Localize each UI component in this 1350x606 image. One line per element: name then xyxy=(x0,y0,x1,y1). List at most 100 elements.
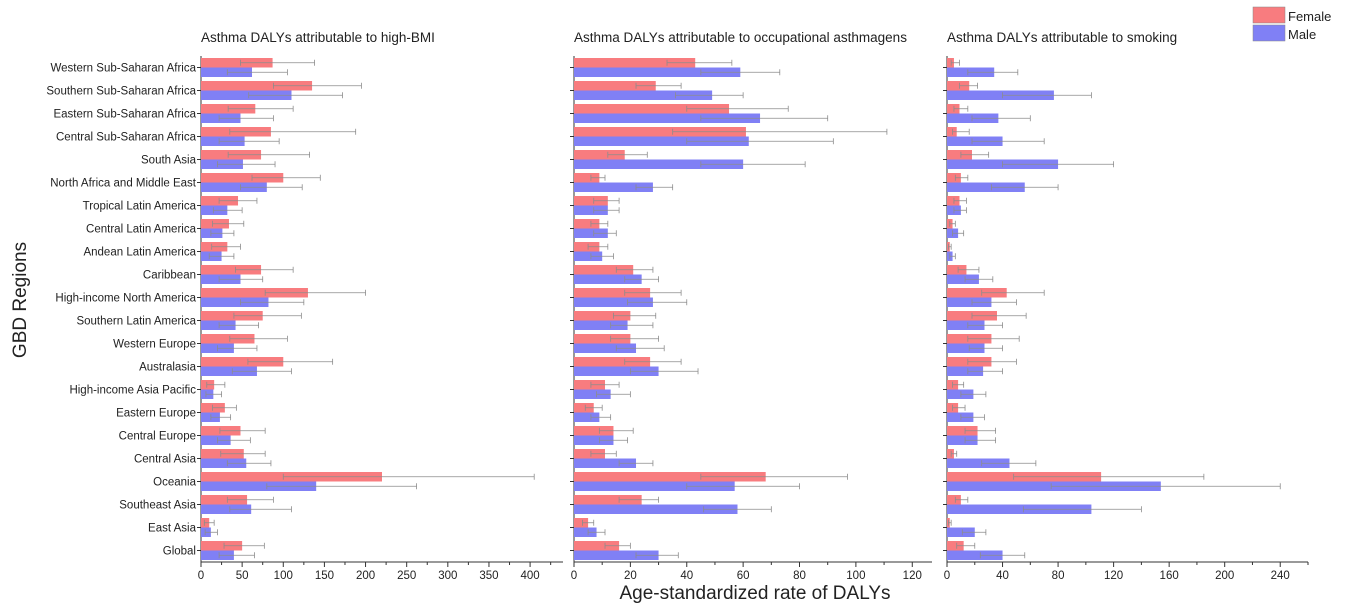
bar-male xyxy=(947,320,985,330)
bar-female xyxy=(947,288,1007,298)
bar-female xyxy=(947,127,957,137)
bar-female xyxy=(947,495,961,505)
x-tick-label: 250 xyxy=(397,570,416,582)
x-tick-label: 80 xyxy=(1052,570,1065,582)
y-tick-label: Oceania xyxy=(153,477,196,489)
bar-female xyxy=(947,449,954,459)
x-tick-label: 200 xyxy=(1215,570,1234,582)
bar-male xyxy=(574,320,628,330)
bar-female xyxy=(201,334,255,344)
bar-male xyxy=(947,458,1010,468)
bar-female xyxy=(574,219,600,229)
x-tick-label: 0 xyxy=(944,570,950,582)
x-tick-label: 120 xyxy=(1104,570,1123,582)
bar-male xyxy=(201,297,269,307)
y-tick-label: Western Europe xyxy=(113,339,196,351)
panel-1: Asthma DALYs attributable to high-BMI 0 50… xyxy=(46,30,563,582)
bar-male xyxy=(574,435,614,445)
bar-female xyxy=(574,242,600,252)
bar-male xyxy=(947,182,1025,192)
bar-male xyxy=(201,320,236,330)
bar-female xyxy=(201,495,248,505)
bar-female xyxy=(947,150,972,160)
bar-male xyxy=(947,366,984,376)
panel-title-2: Asthma DALYs attributable to occupationa… xyxy=(574,30,907,45)
bar-female xyxy=(574,518,589,528)
bar-male xyxy=(201,550,234,560)
bar-female xyxy=(201,288,308,298)
x-tick-label: 80 xyxy=(793,570,806,582)
x-tick-label: 160 xyxy=(1160,570,1179,582)
legend-female-label: Female xyxy=(1288,9,1331,24)
bar-female xyxy=(947,196,960,206)
bar-female xyxy=(947,104,960,114)
bar-female xyxy=(201,311,263,321)
bar-female xyxy=(574,127,746,137)
bar-female xyxy=(574,541,620,551)
bar-female xyxy=(574,334,631,344)
bar-female xyxy=(574,403,594,413)
bar-female xyxy=(947,173,961,183)
x-tick-label: 150 xyxy=(315,570,334,582)
bar-male xyxy=(574,228,608,238)
bar-male xyxy=(201,412,220,422)
x-tick-label: 100 xyxy=(846,570,865,582)
bar-female xyxy=(947,58,954,68)
bar-male xyxy=(574,412,600,422)
y-tick-label: Andean Latin America xyxy=(83,247,196,259)
y-tick-label: Southeast Asia xyxy=(119,500,196,512)
y-tick-label: Eastern Sub-Saharan Africa xyxy=(53,109,196,121)
bar-male xyxy=(201,366,257,376)
y-tick-label: North Africa and Middle East xyxy=(50,178,197,190)
bar-female xyxy=(574,472,766,482)
bar-female xyxy=(574,58,696,68)
bar-male xyxy=(201,90,292,100)
bar-female xyxy=(574,173,600,183)
bar-male xyxy=(947,90,1054,100)
y-tick-label: Western Sub-Saharan Africa xyxy=(50,63,196,75)
panel-title-3: Asthma DALYs attributable to smoking xyxy=(947,30,1177,45)
bar-female xyxy=(201,173,284,183)
x-axis-title: Age-standardized rate of DALYs xyxy=(619,583,890,604)
bar-male xyxy=(574,205,608,215)
bar-female xyxy=(201,81,313,91)
bar-male xyxy=(947,550,1003,560)
y-tick-label: South Asia xyxy=(141,155,197,167)
bar-male xyxy=(947,274,979,284)
bar-male xyxy=(947,297,992,307)
bar-male xyxy=(947,435,978,445)
bar-female xyxy=(574,449,606,459)
bar-male xyxy=(574,481,735,491)
panels-group: Asthma DALYs attributable to high-BMI 0 50… xyxy=(46,30,1309,582)
bar-male xyxy=(947,527,975,537)
bar-female xyxy=(201,265,262,275)
bar-male xyxy=(947,343,985,353)
y-tick-label: Central Asia xyxy=(134,454,197,466)
bar-male xyxy=(574,136,749,146)
bar-male xyxy=(947,412,974,422)
bar-male xyxy=(201,67,253,77)
y-tick-label: Central Europe xyxy=(119,431,196,443)
legend-male-label: Male xyxy=(1288,27,1316,42)
panel-3: Asthma DALYs attributable to smoking 0 40 8… xyxy=(943,30,1309,582)
bar-male xyxy=(574,251,603,261)
bar-female xyxy=(574,357,651,367)
x-tick-label: 0 xyxy=(198,570,204,582)
x-tick-label: 40 xyxy=(996,570,1009,582)
bar-female xyxy=(574,104,730,114)
x-tick-label: 350 xyxy=(479,570,498,582)
y-tick-label: Australasia xyxy=(139,362,196,374)
x-tick-label: 50 xyxy=(236,570,249,582)
bar-male xyxy=(574,343,637,353)
x-tick-label: 40 xyxy=(680,570,693,582)
y-axis-title: GBD Regions xyxy=(10,242,31,358)
x-tick-label: 0 xyxy=(571,570,577,582)
bar-male xyxy=(574,297,653,307)
bar-male xyxy=(574,550,659,560)
bar-female xyxy=(201,541,243,551)
y-tick-label: Southern Sub-Saharan Africa xyxy=(46,86,196,98)
bar-male xyxy=(201,481,317,491)
y-tick-label: Tropical Latin America xyxy=(83,201,197,213)
bar-male xyxy=(201,182,267,192)
bar-male xyxy=(574,67,741,77)
